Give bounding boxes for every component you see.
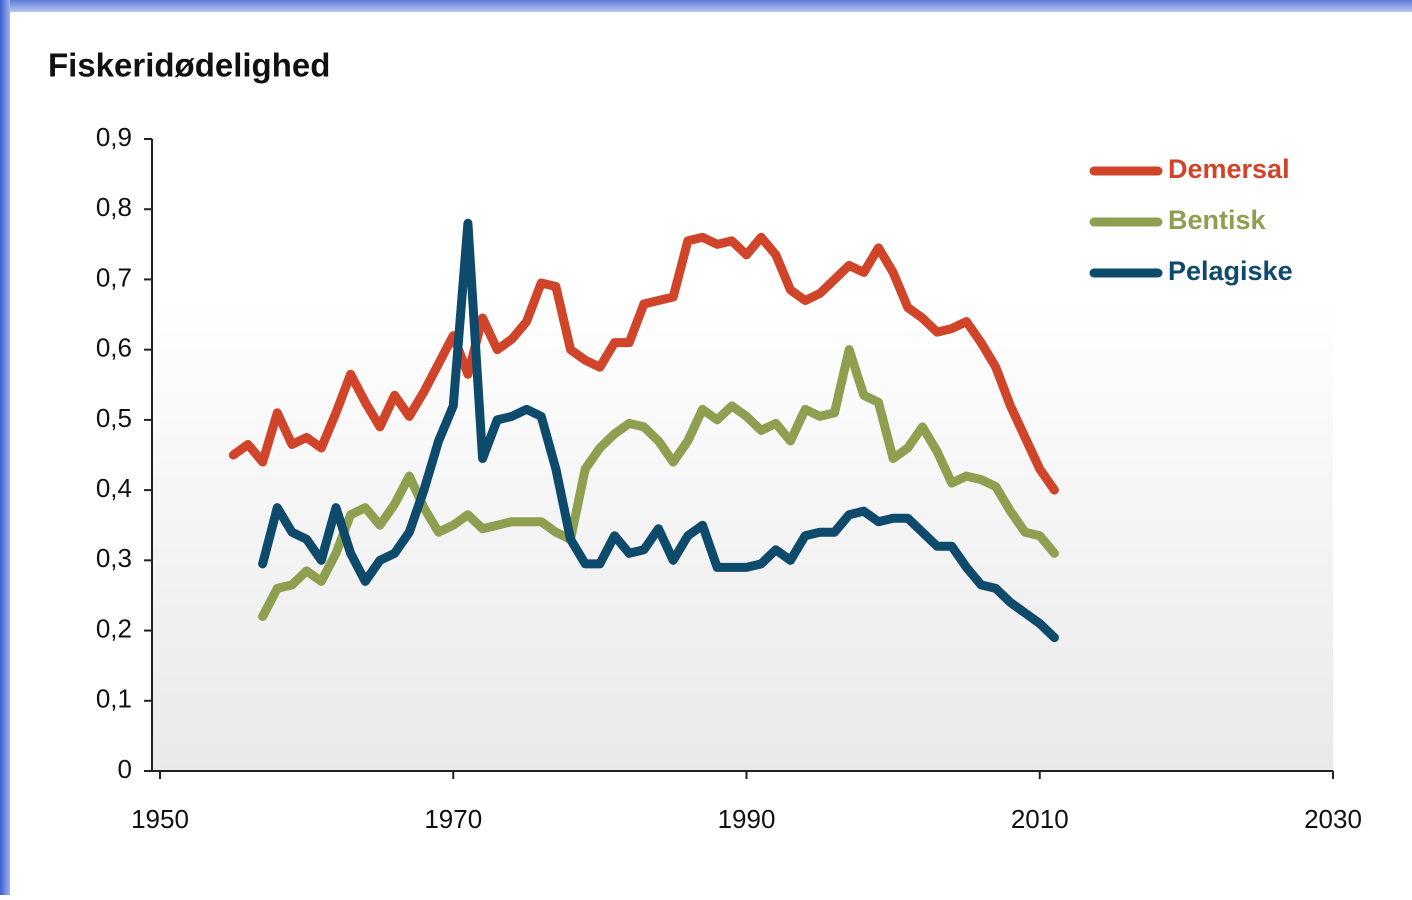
x-tick-label: 1950 — [131, 804, 189, 834]
y-tick-label: 0 — [118, 754, 132, 784]
y-tick-label: 0,4 — [96, 473, 132, 503]
x-tick-label: 1970 — [424, 804, 482, 834]
side-border — [0, 0, 10, 895]
y-tick-label: 0,1 — [96, 684, 132, 714]
y-tick-label: 0,6 — [96, 333, 132, 363]
x-tick-label: 2030 — [1304, 804, 1362, 834]
legend-label: Demersal — [1168, 154, 1290, 184]
series-line — [258, 345, 1059, 622]
top-border — [0, 0, 1412, 12]
y-tick-label: 0,7 — [96, 262, 132, 292]
y-tick-label: 0,2 — [96, 613, 132, 643]
legend-label: Pelagiske — [1168, 256, 1293, 286]
y-tick-label: 0,5 — [96, 403, 132, 433]
y-tick-label: 0,8 — [96, 192, 132, 222]
y-tick-label: 0,3 — [96, 543, 132, 573]
chart-title: Fiskeridødelighed — [48, 47, 330, 84]
x-tick-label: 1990 — [718, 804, 776, 834]
plot-area — [152, 139, 1333, 771]
series-line — [228, 232, 1059, 495]
x-tick-label: 2010 — [1011, 804, 1069, 834]
y-tick-label: 0,9 — [96, 122, 132, 152]
series-line — [258, 218, 1059, 643]
legend-label: Bentisk — [1168, 205, 1267, 235]
